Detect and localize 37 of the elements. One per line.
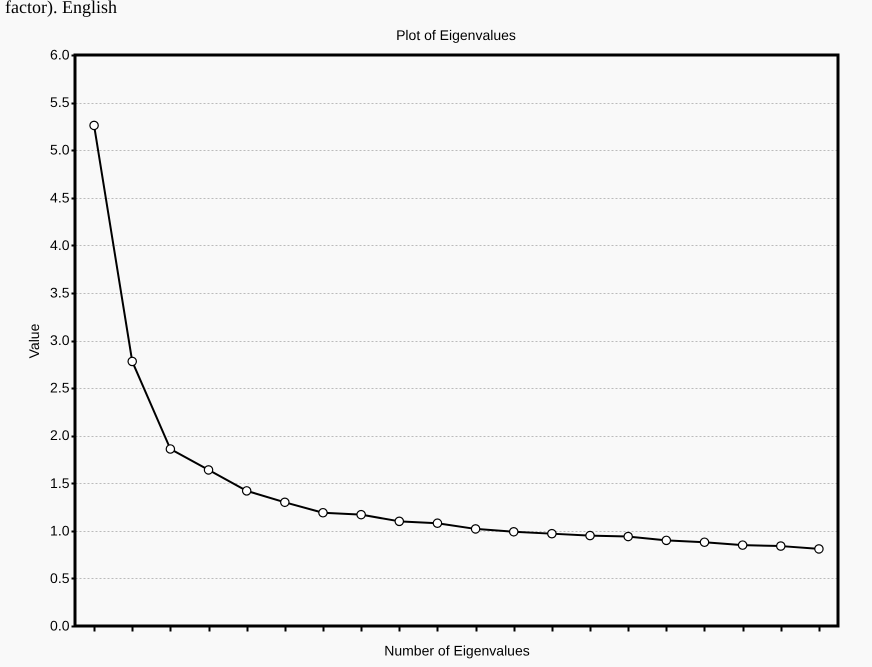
point — [738, 540, 748, 550]
point — [89, 120, 99, 130]
point — [318, 508, 328, 518]
point — [204, 465, 214, 475]
point — [547, 528, 557, 538]
point — [623, 532, 633, 542]
y-tick-label: 4.5 — [50, 189, 70, 206]
point — [432, 518, 442, 528]
point — [242, 486, 252, 496]
y-axis-title: Value — [26, 323, 42, 358]
y-tick-label: 0.0 — [50, 618, 70, 634]
point — [166, 444, 176, 454]
point — [394, 516, 404, 526]
chart-title: Plot of Eigenvalues — [396, 27, 516, 43]
y-tick-label: 2.5 — [50, 380, 70, 396]
point — [356, 510, 366, 520]
y-tick-label: 0.5 — [50, 570, 70, 586]
y-tick-label: 5.5 — [50, 94, 70, 110]
point — [127, 356, 138, 366]
y-tick-label: 4.0 — [50, 236, 70, 253]
y-tick-label: 3.5 — [50, 284, 70, 300]
text: factor). English — [5, 0, 117, 17]
point — [700, 537, 710, 548]
y-tick-label: 1.0 — [50, 522, 70, 538]
point — [814, 544, 824, 554]
y-tick-label: 2.0 — [50, 427, 70, 444]
y-tick-label: 6.0 — [50, 46, 70, 62]
y-tick-label: 5.0 — [50, 142, 70, 158]
point — [508, 527, 519, 537]
x-axis-title: Number of Eigenvalues — [384, 642, 530, 658]
point — [662, 536, 672, 546]
point — [470, 524, 480, 534]
point — [585, 530, 595, 540]
y-tick-label: 3.0 — [50, 332, 70, 348]
point — [280, 498, 290, 508]
y-tick-label: 1.5 — [50, 474, 70, 491]
point — [776, 541, 786, 551]
